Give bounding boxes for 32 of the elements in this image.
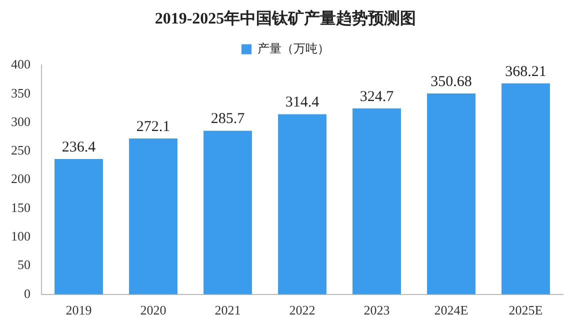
y-tick-label: 200	[11, 171, 30, 186]
x-tick-label: 2020	[140, 302, 166, 318]
bar	[278, 114, 326, 294]
bar	[204, 130, 252, 294]
data-label: 350.68	[430, 74, 472, 90]
x-tick-label: 2019	[66, 302, 92, 318]
bar	[352, 108, 401, 294]
data-label: 368.21	[505, 64, 546, 80]
x-tick-label: 2024E	[434, 302, 468, 318]
data-label: 324.7	[360, 88, 394, 105]
x-tick-label: 2021	[214, 302, 241, 318]
data-label: 272.1	[136, 118, 170, 135]
y-tick-label: 300	[11, 114, 30, 129]
x-tick-label: 2025E	[508, 302, 543, 318]
x-tick-label: 2022	[289, 302, 316, 318]
bar	[502, 83, 550, 294]
legend-label: 产量（万吨）	[258, 41, 330, 56]
y-tick-label: 400	[11, 56, 30, 72]
y-tick-label: 50	[18, 257, 30, 272]
bar	[129, 138, 178, 294]
data-label: 285.7	[210, 111, 246, 128]
chart-title: 2019-2025年中国钛矿产量趋势预测图	[154, 10, 416, 28]
y-tick-label: 100	[11, 228, 30, 244]
bar	[427, 93, 476, 294]
data-label: 314.4	[285, 94, 320, 111]
x-tick-label: 2023	[364, 302, 390, 318]
y-tick-label: 350	[11, 85, 30, 100]
y-tick-label: 250	[11, 142, 30, 158]
y-tick-label: 150	[11, 200, 30, 215]
data-label: 236.4	[62, 139, 96, 156]
bar	[54, 158, 103, 294]
y-tick-label: 0	[24, 286, 30, 301]
